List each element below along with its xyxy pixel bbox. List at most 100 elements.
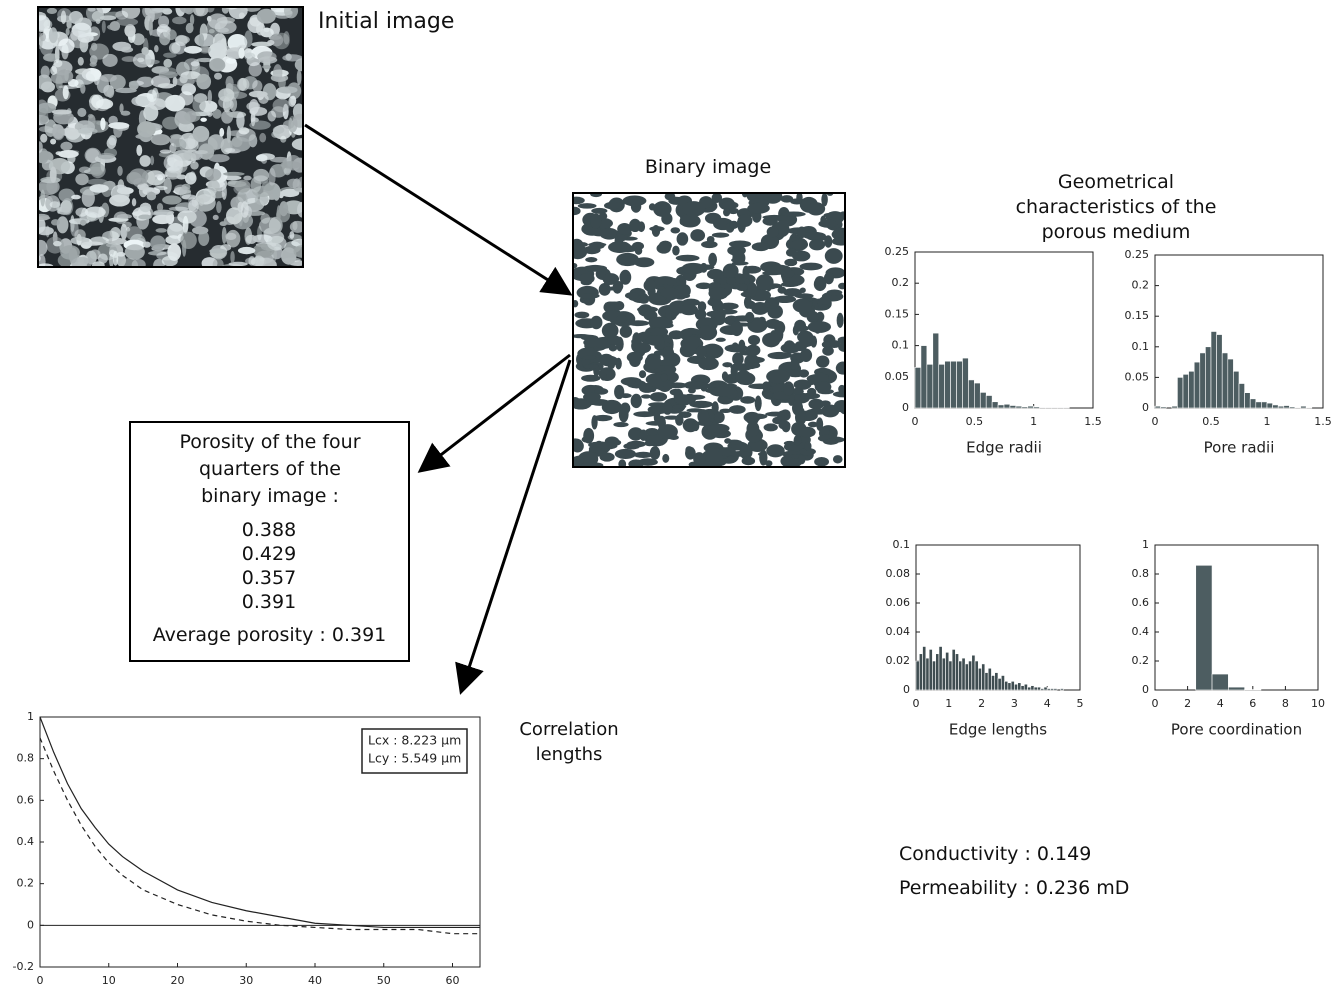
pore [650,446,660,460]
pore [631,394,642,408]
histogram-bar [1301,406,1307,408]
histogram-bar [1211,332,1217,409]
pore [712,386,735,396]
grain [238,247,255,254]
pore [680,214,701,227]
pore [583,364,598,369]
x-tick-label: 1 [1030,415,1037,428]
grain [163,59,172,68]
pore [608,241,631,253]
grain [165,95,186,112]
pore [653,201,672,217]
pore [712,401,719,414]
pore [752,242,770,251]
pore [716,338,726,342]
grain [152,215,172,224]
grain [107,24,118,30]
grain [49,27,58,43]
grain [292,221,297,230]
pore [719,303,739,310]
grain [90,163,105,178]
y-tick-label: 0 [903,683,910,696]
histogram-bar [1161,407,1167,408]
grain [212,109,221,119]
grain [209,58,225,71]
pore [670,227,680,233]
grain [262,65,271,69]
grain [222,5,229,14]
pore [620,325,632,337]
pore [569,207,581,215]
grain [117,166,122,176]
histogram-bar [1034,407,1040,408]
grain [82,242,104,246]
x-axis-label: Pore radii [1204,439,1275,457]
pore [747,421,760,436]
pore [751,362,760,368]
pore [746,414,767,420]
pore [662,454,669,463]
pore [585,257,597,262]
grain [149,18,153,36]
histogram-bar [1047,689,1050,690]
pore [736,283,748,291]
pore [782,211,806,216]
pore [795,380,816,385]
histogram-bar [1024,684,1027,690]
legend-entry: Lcx : 8.223 µm [368,733,461,748]
pore [765,460,773,466]
pore [583,355,597,359]
y-tick-label: 0 [27,918,34,931]
histogram-bar [1250,399,1256,408]
pore [732,315,754,321]
pore [778,287,787,294]
grain [121,111,131,116]
x-tick-label: 4 [1044,697,1051,710]
pore [654,350,672,356]
pore [677,232,689,245]
histogram-bar [982,664,985,690]
histogram-bar [1194,362,1200,408]
grain [219,128,224,137]
histogram-bar [1054,689,1057,690]
grain [284,3,298,18]
grain [71,195,81,200]
histogram-bar [968,661,971,690]
pore [814,457,829,466]
grain [224,148,235,153]
histogram-bar [1273,405,1279,408]
histogram-bar [962,358,968,408]
grain [164,154,183,171]
grain [259,56,277,63]
grain [235,180,251,193]
grain [116,18,138,26]
y-tick-label: 0.4 [17,835,35,848]
grain [66,20,71,29]
grain [108,122,129,129]
grain [58,39,74,54]
grain [78,33,94,42]
legend-entry: Lcy : 5.549 µm [368,751,461,766]
grain [264,28,270,33]
grain [160,149,171,153]
pore [731,251,739,257]
pore [822,341,831,348]
y-tick-label: 0.2 [892,276,910,289]
grain [57,216,69,233]
grain [137,121,156,137]
grain [167,243,181,261]
pore [623,195,647,206]
grain [208,90,212,104]
x-tick-label: 10 [1311,697,1325,710]
x-tick-label: 6 [1249,697,1256,710]
pore [784,441,796,446]
histogram-bar [992,402,998,408]
grain [245,228,253,245]
grain [129,168,149,184]
y-tick-label: 0.08 [886,567,911,580]
pore [712,193,723,203]
histogram-bar [1022,407,1028,408]
x-axis-label: Edge radii [966,439,1042,457]
pore [633,411,656,417]
pore [799,263,822,271]
